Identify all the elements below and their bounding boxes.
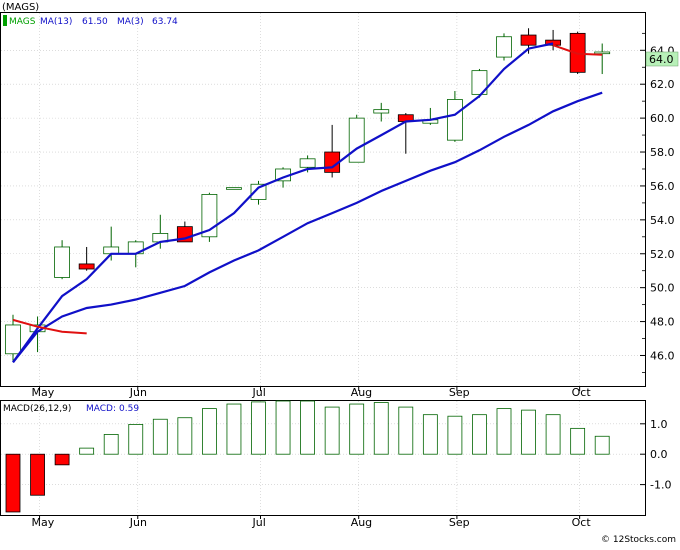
copyright-footer: © 12Stocks.com [601,535,676,545]
macd-xtick-label: Aug [351,516,372,529]
macd-bar-negative [5,453,21,513]
price-x-axis: May Jun Jul Aug Sep Oct [32,386,592,399]
macd-ytick-label: 1.0 [650,418,668,431]
macd-bar-negative [30,453,45,496]
last-price-box [645,51,679,67]
legend-ma3-value: 63.74 [152,17,178,27]
candlesticks [5,28,611,361]
macd-bar-positive [521,409,536,455]
moving-averages [12,42,603,363]
ma-short-line-end [552,44,603,56]
candle-up [446,99,463,141]
price-ytick-label: 52.0 [650,248,675,261]
macd-xtick-label: Sep [449,516,470,529]
macd-bar-positive [349,403,365,455]
price-ytick-label: 46.0 [650,349,675,362]
macd-xtick-label: May [32,516,55,529]
macd-bar-positive [447,415,463,455]
ma-short-line-start [12,318,87,335]
macd-bar-positive [496,408,512,455]
candle-down [78,263,95,270]
macd-histogram [5,400,610,513]
macd-bar-positive [275,400,291,455]
macd-bar-positive [79,447,95,455]
macd-bar-positive [128,424,144,455]
price-panel [0,12,646,387]
ticker-label: (MAGS) [2,2,39,13]
price-ytick-label: 58.0 [650,146,675,159]
macd-legend: MACD(26,12,9) MACD: 0.59 [3,404,139,414]
candle-up [496,36,512,58]
candle-up [299,158,316,168]
price-ytick-label: 50.0 [650,282,675,295]
candle-up [250,183,267,200]
candle-up [471,70,488,95]
candle-up [373,109,390,114]
candle-up [54,246,70,278]
last-price-label: 64.0 [649,53,674,66]
macd-panel [0,400,646,516]
price-xtick-label: Oct [572,386,592,399]
macd-bar-positive [594,435,610,455]
macd-x-axis: May Jun Jul Aug Sep Oct [32,515,592,529]
price-xtick-label: May [32,386,55,399]
price-ytick-label: 60.0 [650,112,675,125]
candle-up [594,51,611,55]
macd-bar-positive [472,414,487,455]
price-legend: MAGS MA(13) 61.50 MA(3) 63.74 [3,15,178,27]
price-ytick-label: 48.0 [650,316,675,329]
macd-bar-negative [54,453,70,466]
legend-ma13-value: 61.50 [82,17,108,27]
macd-ytick-label: -1.0 [650,479,671,492]
macd-xtick-label: Jun [129,516,147,529]
legend-swatch-mags [3,15,7,26]
macd-bar-positive [300,400,316,455]
macd-bar-positive [570,427,586,455]
macd-y-axis: 1.0 0.0 -1.0 [640,418,671,492]
price-ytick-label: 62.0 [650,78,675,91]
macd-bar-positive [177,417,193,455]
macd-bar-positive [201,408,217,455]
price-xtick-label: Jun [129,386,147,399]
macd-bar-positive [251,401,266,455]
legend-mags: MAGS [9,17,36,27]
macd-bar-positive [152,418,168,455]
macd-bar-positive [545,414,561,455]
price-ytick-label: 54.0 [650,214,675,227]
price-xtick-label: Aug [351,386,372,399]
macd-legend-name: MACD(26,12,9) [3,404,71,414]
macd-legend-value: 0.59 [119,404,139,414]
ma3-line [12,42,554,363]
candle-down [520,34,537,46]
legend-ma3-name: MA(3) [117,17,144,27]
candle-up [226,187,242,190]
macd-bar-positive [324,406,340,455]
price-xtick-label: Jul [252,386,266,399]
ma13-line [12,91,603,363]
macd-legend-label: MACD: [86,404,116,414]
macd-xtick-label: Jul [252,516,266,529]
candle-up [348,117,365,163]
macd-bar-positive [422,414,438,455]
candle-up [5,324,21,355]
macd-bar-positive [103,434,119,455]
legend-ma13-name: MA(13) [40,17,72,27]
macd-bar-positive [373,402,389,455]
price-ytick-label: 56.0 [650,180,675,193]
macd-bar-positive [226,403,242,455]
macd-bar-positive [398,406,414,455]
price-y-axis: 46.0 48.0 50.0 52.0 54.0 56.0 58.0 60.0 62.0 64.0 [640,32,675,373]
price-xtick-label: Sep [449,386,470,399]
macd-xtick-label: Oct [572,516,592,529]
macd-ytick-label: 0.0 [650,448,668,461]
last-price-badge: 64.0 [645,51,679,67]
